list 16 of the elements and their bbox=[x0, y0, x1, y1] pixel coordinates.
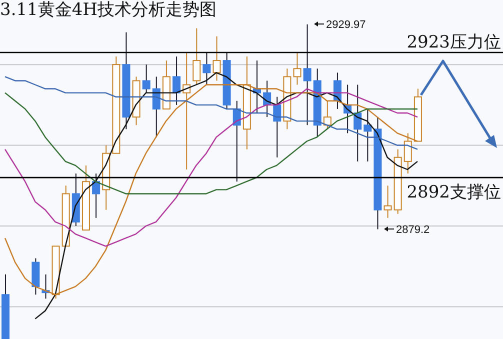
candlestick bbox=[364, 108, 372, 162]
ref-line-label: 2923压力位 bbox=[406, 32, 501, 52]
annotation: 2879.2 bbox=[396, 224, 430, 236]
candlestick bbox=[142, 64, 150, 94]
candlestick bbox=[323, 100, 332, 130]
candlestick bbox=[303, 24, 312, 126]
annotation: 2929.97 bbox=[326, 19, 366, 31]
candlestick bbox=[404, 132, 412, 174]
ref-line-label: 2892支撑位 bbox=[406, 182, 501, 203]
candlestick bbox=[384, 185, 392, 218]
candlestick bbox=[293, 52, 302, 86]
chart-title: 3.11黄金4H技术分析走势图 bbox=[0, 0, 216, 20]
candlestick bbox=[212, 36, 221, 82]
candlestick bbox=[192, 28, 201, 86]
candlestick bbox=[202, 52, 211, 86]
candlestick bbox=[172, 56, 181, 106]
